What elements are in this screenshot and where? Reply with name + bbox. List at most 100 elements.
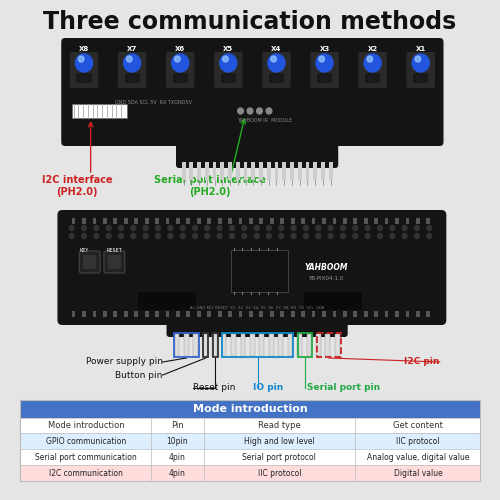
Circle shape [270, 56, 276, 62]
Circle shape [192, 234, 198, 238]
Text: 4pin: 4pin [169, 468, 186, 477]
Bar [186, 218, 190, 224]
Circle shape [316, 226, 320, 230]
Circle shape [340, 234, 345, 238]
Bar [212, 162, 216, 180]
Circle shape [168, 234, 172, 238]
Bar [267, 162, 270, 180]
Bar [312, 218, 316, 224]
Bar [269, 73, 284, 83]
Circle shape [319, 56, 324, 62]
Bar [282, 162, 286, 180]
Circle shape [414, 226, 420, 230]
Bar [306, 162, 310, 180]
Text: Serial port protocol: Serial port protocol [242, 452, 316, 462]
Bar [228, 218, 232, 224]
Bar [231, 250, 288, 292]
Circle shape [292, 226, 296, 230]
Circle shape [328, 234, 333, 238]
Circle shape [279, 234, 283, 238]
Circle shape [106, 226, 111, 230]
Circle shape [230, 226, 234, 230]
Circle shape [266, 108, 272, 114]
Bar [280, 311, 284, 317]
Bar [326, 334, 330, 356]
Circle shape [156, 226, 160, 230]
Circle shape [367, 56, 372, 62]
Bar [316, 334, 321, 356]
Text: YAHBOOM IR  MODULE: YAHBOOM IR MODULE [236, 118, 292, 122]
Bar [155, 218, 159, 224]
Text: IO pin: IO pin [253, 384, 283, 392]
Bar [155, 311, 159, 317]
Bar [170, 315, 345, 325]
Bar [288, 334, 292, 356]
Circle shape [427, 234, 432, 238]
Text: X8: X8 [79, 46, 89, 52]
Bar [321, 162, 325, 180]
Bar [384, 311, 388, 317]
Bar [406, 218, 409, 224]
Circle shape [390, 226, 394, 230]
Bar [322, 218, 326, 224]
Bar [124, 311, 128, 317]
Bar [426, 311, 430, 317]
Bar [205, 162, 208, 180]
Circle shape [402, 226, 407, 230]
Text: I2C communication: I2C communication [49, 468, 123, 477]
Bar [176, 311, 180, 317]
Circle shape [340, 226, 345, 230]
FancyBboxPatch shape [83, 255, 96, 269]
Bar [184, 334, 189, 356]
Text: Analog value, digital value: Analog value, digital value [366, 452, 469, 462]
Circle shape [266, 226, 272, 230]
Circle shape [144, 226, 148, 230]
Circle shape [126, 56, 132, 62]
Bar [176, 218, 180, 224]
Bar [306, 334, 312, 356]
Bar [213, 333, 218, 357]
Circle shape [106, 234, 111, 238]
Bar [291, 311, 294, 317]
Bar [134, 218, 138, 224]
Bar [174, 333, 199, 357]
Bar [179, 137, 336, 149]
Circle shape [365, 234, 370, 238]
Circle shape [205, 226, 210, 230]
Text: YAHBOOM: YAHBOOM [304, 264, 348, 272]
Text: IIC protocol: IIC protocol [396, 436, 440, 446]
Circle shape [218, 234, 222, 238]
Bar [236, 162, 240, 180]
Bar [134, 311, 138, 317]
Bar [413, 73, 428, 83]
Bar [332, 311, 336, 317]
Text: Button pin: Button pin [116, 370, 162, 380]
Bar [364, 311, 368, 317]
Circle shape [205, 234, 210, 238]
Circle shape [180, 226, 185, 230]
Text: X2: X2 [368, 46, 378, 52]
Text: X3: X3 [320, 46, 330, 52]
Text: Serial port interface
(PH2.0): Serial port interface (PH2.0) [154, 175, 266, 197]
Circle shape [328, 226, 333, 230]
Bar [197, 162, 201, 180]
Text: IIC protocol: IIC protocol [258, 468, 301, 477]
Bar [354, 218, 357, 224]
Bar [76, 73, 92, 83]
Bar [103, 311, 107, 317]
Bar [20, 433, 480, 449]
Bar [416, 218, 420, 224]
Circle shape [414, 234, 420, 238]
Bar [114, 218, 117, 224]
Bar [270, 311, 274, 317]
Circle shape [218, 226, 222, 230]
Bar [197, 311, 200, 317]
Bar [332, 218, 336, 224]
Bar [82, 311, 86, 317]
Bar [194, 334, 198, 356]
Bar [222, 333, 293, 357]
Text: Get content: Get content [393, 421, 443, 430]
Bar [354, 311, 357, 317]
Circle shape [378, 234, 382, 238]
Bar [172, 73, 188, 83]
